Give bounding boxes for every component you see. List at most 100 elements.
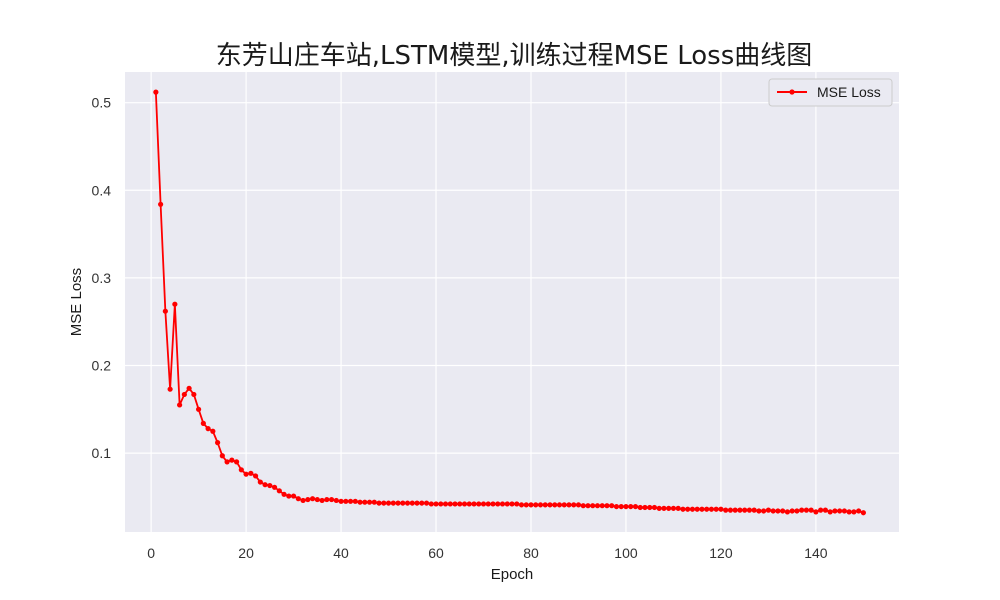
data-point bbox=[172, 301, 178, 307]
plot-area bbox=[125, 72, 899, 532]
data-point bbox=[514, 501, 520, 507]
data-point bbox=[158, 201, 164, 207]
data-point bbox=[666, 505, 672, 511]
data-point bbox=[395, 500, 401, 506]
x-tick-label: 20 bbox=[238, 545, 254, 561]
data-point bbox=[471, 501, 477, 507]
data-point bbox=[742, 507, 748, 513]
data-point bbox=[447, 501, 453, 507]
data-point bbox=[191, 391, 197, 398]
data-point bbox=[623, 503, 629, 510]
data-point bbox=[661, 505, 667, 511]
data-point bbox=[561, 502, 567, 508]
data-point bbox=[803, 507, 810, 513]
data-point bbox=[613, 503, 620, 510]
data-point bbox=[238, 467, 244, 473]
data-point bbox=[713, 506, 719, 512]
data-point bbox=[537, 502, 544, 508]
tick-labels: 0 20 40 60 80 100 120 140 0.1 0.2 0.3 0.4 0.5 bbox=[92, 95, 828, 561]
data-point bbox=[680, 506, 686, 512]
data-point bbox=[732, 507, 738, 513]
data-point bbox=[290, 493, 297, 499]
data-point bbox=[751, 507, 757, 513]
data-point bbox=[523, 502, 529, 508]
data-point bbox=[347, 498, 354, 504]
data-point bbox=[362, 499, 368, 505]
legend: MSE Loss bbox=[768, 78, 893, 107]
data-point bbox=[542, 502, 548, 508]
data-point bbox=[794, 508, 800, 514]
data-point bbox=[789, 508, 795, 514]
data-point bbox=[276, 488, 282, 494]
data-point bbox=[295, 496, 301, 502]
data-point bbox=[808, 507, 814, 513]
data-point bbox=[476, 501, 482, 507]
data-point bbox=[409, 500, 415, 506]
x-tick-label: 100 bbox=[614, 545, 638, 561]
data-point bbox=[509, 501, 515, 507]
data-point bbox=[585, 503, 591, 509]
data-point bbox=[215, 440, 221, 446]
data-point bbox=[466, 501, 472, 507]
data-point bbox=[647, 504, 653, 511]
data-point bbox=[799, 507, 805, 513]
data-point bbox=[580, 503, 586, 509]
data-point bbox=[243, 471, 249, 477]
data-point bbox=[756, 508, 762, 514]
data-point bbox=[566, 502, 572, 508]
data-point bbox=[281, 491, 287, 497]
data-point bbox=[366, 499, 373, 505]
data-point bbox=[461, 501, 468, 507]
data-point bbox=[518, 502, 525, 508]
y-tick-label: 0.4 bbox=[92, 182, 112, 198]
data-point bbox=[818, 507, 824, 513]
data-point bbox=[504, 501, 510, 507]
data-point bbox=[651, 504, 658, 511]
data-point bbox=[637, 504, 643, 511]
data-point bbox=[229, 457, 235, 463]
data-point bbox=[837, 508, 843, 514]
data-point bbox=[594, 503, 601, 509]
data-point bbox=[352, 498, 358, 504]
data-point bbox=[495, 501, 501, 507]
data-point bbox=[419, 500, 425, 506]
data-point bbox=[727, 507, 734, 513]
x-tick-label: 0 bbox=[147, 545, 155, 561]
data-point bbox=[385, 500, 392, 506]
data-point bbox=[670, 505, 677, 511]
data-point bbox=[324, 496, 330, 503]
data-point bbox=[423, 500, 430, 506]
series-layer bbox=[153, 89, 866, 516]
data-point bbox=[309, 496, 316, 502]
data-point bbox=[860, 510, 866, 516]
data-point bbox=[575, 502, 582, 508]
data-point bbox=[442, 501, 449, 507]
data-point bbox=[219, 453, 225, 459]
data-point bbox=[357, 499, 363, 505]
x-tick-label: 60 bbox=[428, 545, 444, 561]
legend-label: MSE Loss bbox=[817, 84, 881, 100]
data-point bbox=[186, 385, 192, 391]
data-point bbox=[162, 308, 168, 314]
data-point bbox=[761, 508, 767, 514]
x-tick-label: 40 bbox=[333, 545, 349, 561]
data-point bbox=[153, 89, 159, 95]
data-point bbox=[784, 509, 791, 515]
data-point bbox=[718, 506, 724, 512]
data-point bbox=[177, 402, 183, 408]
data-point bbox=[167, 386, 173, 392]
x-tick-label: 80 bbox=[523, 545, 539, 561]
data-point bbox=[267, 482, 273, 489]
data-point bbox=[271, 484, 278, 490]
data-point bbox=[746, 507, 753, 513]
data-point bbox=[205, 426, 211, 432]
x-tick-label: 120 bbox=[709, 545, 733, 561]
x-tick-label: 140 bbox=[804, 545, 828, 561]
data-point bbox=[319, 497, 325, 504]
data-point bbox=[723, 507, 729, 513]
legend-point-marker bbox=[789, 89, 795, 95]
y-tick-label: 0.2 bbox=[92, 358, 112, 374]
y-tick-label: 0.5 bbox=[92, 95, 112, 111]
data-point bbox=[210, 428, 216, 434]
